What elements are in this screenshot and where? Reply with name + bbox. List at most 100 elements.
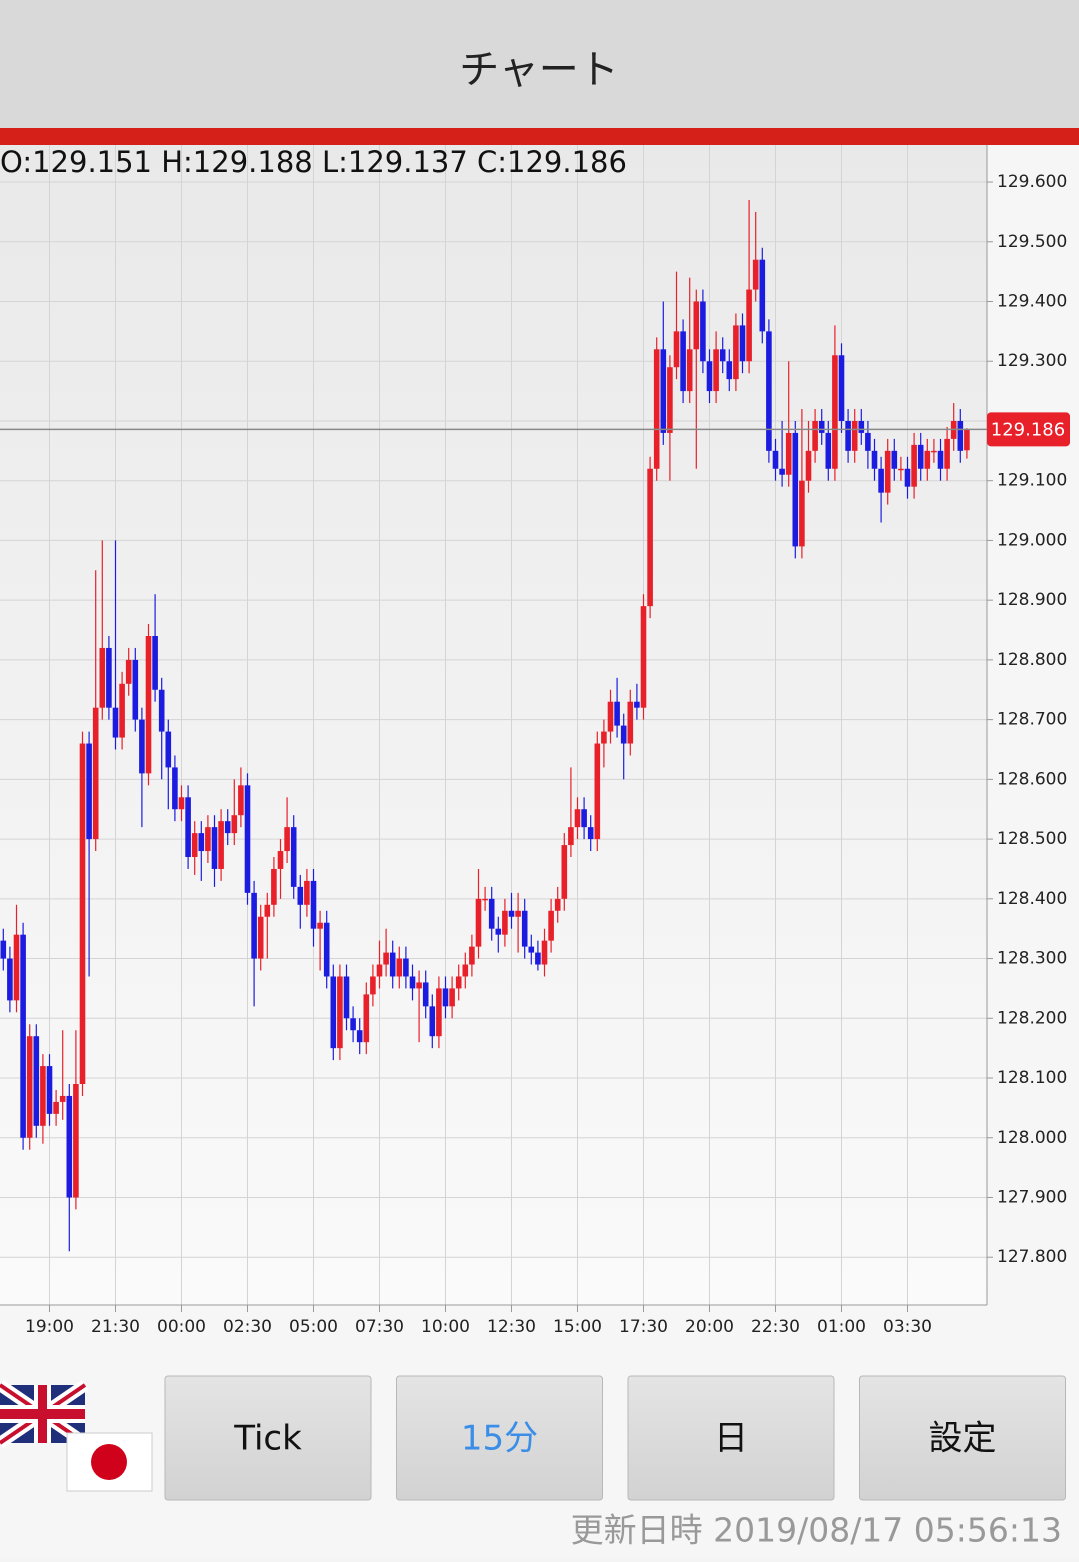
candle-body [20, 934, 26, 1138]
candle-body [944, 438, 950, 469]
current-price-box [987, 412, 1070, 447]
y-tick-label: 128.300 [997, 949, 1067, 969]
candle-body [713, 349, 719, 392]
candle-body [627, 701, 634, 744]
candle-body [799, 480, 805, 547]
candle-body [370, 976, 376, 995]
candle-body [719, 349, 726, 362]
candle-body [403, 958, 409, 977]
header-title: チャート [459, 47, 619, 93]
candle-body [706, 361, 713, 392]
y-tick-label: 128.200 [997, 1008, 1067, 1028]
y-tick-label: 128.700 [997, 710, 1067, 730]
candle-body [462, 964, 469, 977]
candle-body [277, 851, 284, 869]
candle-body [851, 420, 858, 451]
y-tick-label: 127.800 [997, 1247, 1067, 1267]
candle-body [198, 833, 205, 852]
candle-body [376, 964, 383, 977]
candle-body [7, 958, 13, 1001]
candle-body [515, 910, 521, 917]
candle-body [79, 743, 86, 1084]
candle-body [337, 976, 343, 1049]
candle-body [416, 982, 422, 989]
candle-body [251, 892, 257, 959]
candle-body [535, 952, 541, 965]
candle-body [680, 331, 686, 392]
candle-body [647, 468, 653, 607]
candle-body [640, 606, 647, 708]
button-label[interactable]: 日 [714, 1419, 748, 1459]
candle-body [178, 797, 185, 810]
candle-body [165, 731, 172, 768]
candle-body [508, 910, 515, 917]
candle-body [218, 821, 224, 869]
candle-body [957, 420, 964, 451]
candle-body [264, 904, 271, 917]
candle-body [13, 934, 20, 1001]
candle-body [304, 880, 310, 905]
candle-body [119, 683, 125, 738]
candle-body [832, 355, 838, 469]
y-tick-label: 128.400 [997, 889, 1067, 909]
candle-body [449, 988, 455, 1007]
candle-body [429, 1006, 436, 1037]
plot [0, 145, 993, 1312]
y-tick-label: 129.600 [997, 172, 1067, 192]
candle-body [601, 731, 607, 744]
candle-body [53, 1101, 59, 1114]
candle-body [33, 1036, 40, 1126]
candle-body [818, 420, 825, 433]
y-tick-label: 129.300 [997, 351, 1067, 371]
candle-body [455, 976, 462, 989]
x-tick-label: 22:30 [751, 1317, 800, 1337]
candle-body [878, 468, 884, 493]
candle-body [733, 325, 739, 380]
candle-body [561, 845, 568, 899]
candle-body [132, 659, 139, 720]
candle-body [779, 468, 785, 475]
candle-body [587, 827, 594, 840]
y-tick-label: 128.000 [997, 1128, 1067, 1148]
candle-body [574, 809, 581, 828]
candle-body [541, 940, 548, 965]
candle-body [891, 450, 898, 469]
x-tick-label: 17:30 [619, 1317, 668, 1337]
x-tick-label: 03:30 [883, 1317, 932, 1337]
button[interactable] [164, 1375, 372, 1501]
candle-body [350, 1018, 356, 1031]
button-label[interactable]: 設定 [929, 1419, 997, 1459]
candle-body [746, 289, 752, 362]
candle-body [634, 701, 640, 708]
candle-body [614, 701, 620, 726]
button-label[interactable]: 15分 [461, 1419, 538, 1459]
candle-body [158, 689, 165, 732]
candle-body [924, 450, 931, 469]
candle-body [172, 767, 178, 810]
candle-body [396, 958, 403, 977]
x-tick-label: 07:30 [355, 1317, 404, 1337]
candle-body [581, 809, 587, 828]
button[interactable] [396, 1375, 603, 1501]
x-tick-label: 12:30 [487, 1317, 536, 1337]
candle-body [772, 450, 779, 469]
candle-body [759, 259, 766, 332]
candle-body [40, 1066, 46, 1126]
candle-body [436, 988, 442, 1037]
button-label[interactable]: Tick [233, 1419, 302, 1459]
update-time: 更新日時 2019/08/17 05:56:13 [571, 1511, 1062, 1550]
button[interactable] [627, 1375, 835, 1501]
candle-body [422, 982, 429, 1007]
candle-body [964, 429, 970, 451]
candle-body [257, 916, 264, 959]
candle-body [290, 827, 297, 887]
candle-body [653, 349, 660, 469]
y-tick-label: 128.100 [997, 1068, 1067, 1088]
flag-jp[interactable] [66, 1432, 153, 1492]
y-tick-label: 129.400 [997, 292, 1067, 312]
candle-body [185, 797, 191, 858]
button[interactable] [859, 1375, 1066, 1501]
candle-body [86, 743, 92, 840]
